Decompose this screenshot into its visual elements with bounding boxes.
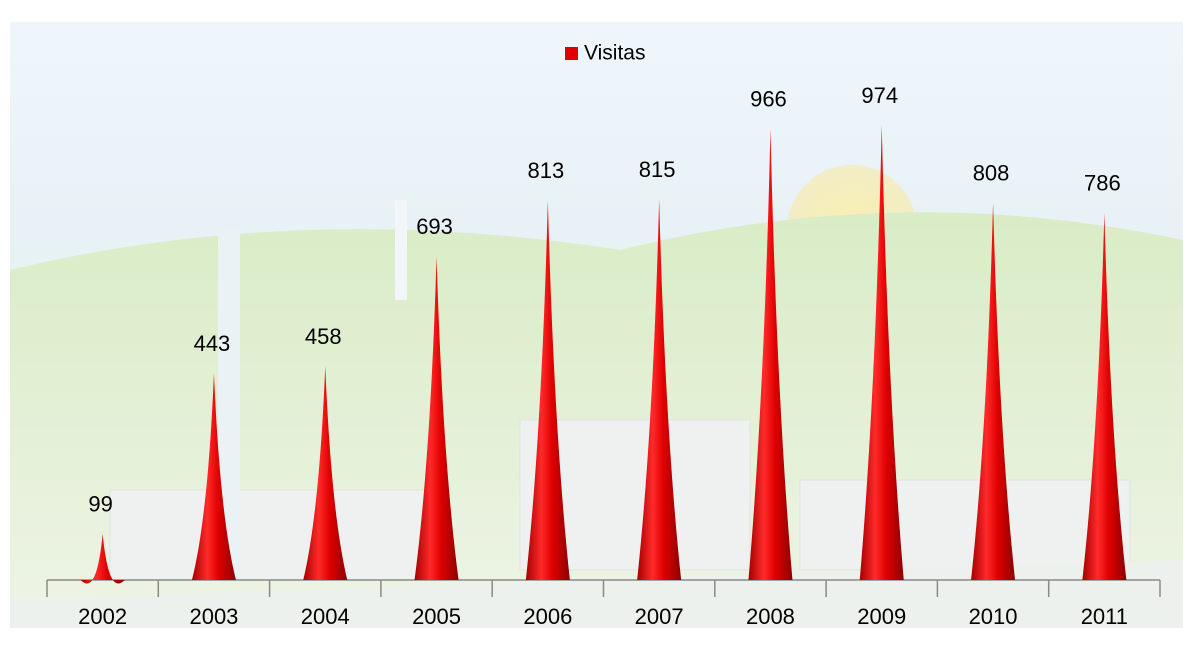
chart: 99 2002 443 2003 458 2004 693 2005 813 2006 815 200… (0, 0, 1193, 646)
data-label: 443 (194, 331, 231, 356)
x-tick-label: 2010 (969, 604, 1018, 629)
building (800, 480, 1130, 570)
x-tick-label: 2005 (412, 604, 461, 629)
x-tick-label: 2002 (78, 604, 127, 629)
data-label: 99 (88, 492, 112, 517)
building (110, 490, 440, 580)
data-label: 693 (416, 214, 453, 239)
data-label: 974 (861, 83, 898, 108)
data-label: 458 (305, 324, 342, 349)
data-label: 786 (1084, 171, 1121, 196)
x-tick-label: 2009 (857, 604, 906, 629)
legend-swatch (565, 47, 578, 60)
data-label: 966 (750, 87, 787, 112)
x-tick-label: 2003 (189, 604, 238, 629)
x-tick-label: 2006 (523, 604, 572, 629)
x-tick-label: 2011 (1081, 604, 1128, 629)
x-tick-label: 2004 (301, 604, 350, 629)
data-label: 815 (639, 157, 676, 182)
turbine-tower (395, 200, 407, 300)
x-tick-label: 2008 (746, 604, 795, 629)
page: 99 2002 443 2003 458 2004 693 2005 813 2006 815 200… (0, 0, 1193, 646)
data-label: 813 (527, 158, 564, 183)
data-label: 808 (973, 160, 1010, 185)
x-tick-label: 2007 (635, 604, 684, 629)
legend-label: Visitas (584, 42, 645, 65)
